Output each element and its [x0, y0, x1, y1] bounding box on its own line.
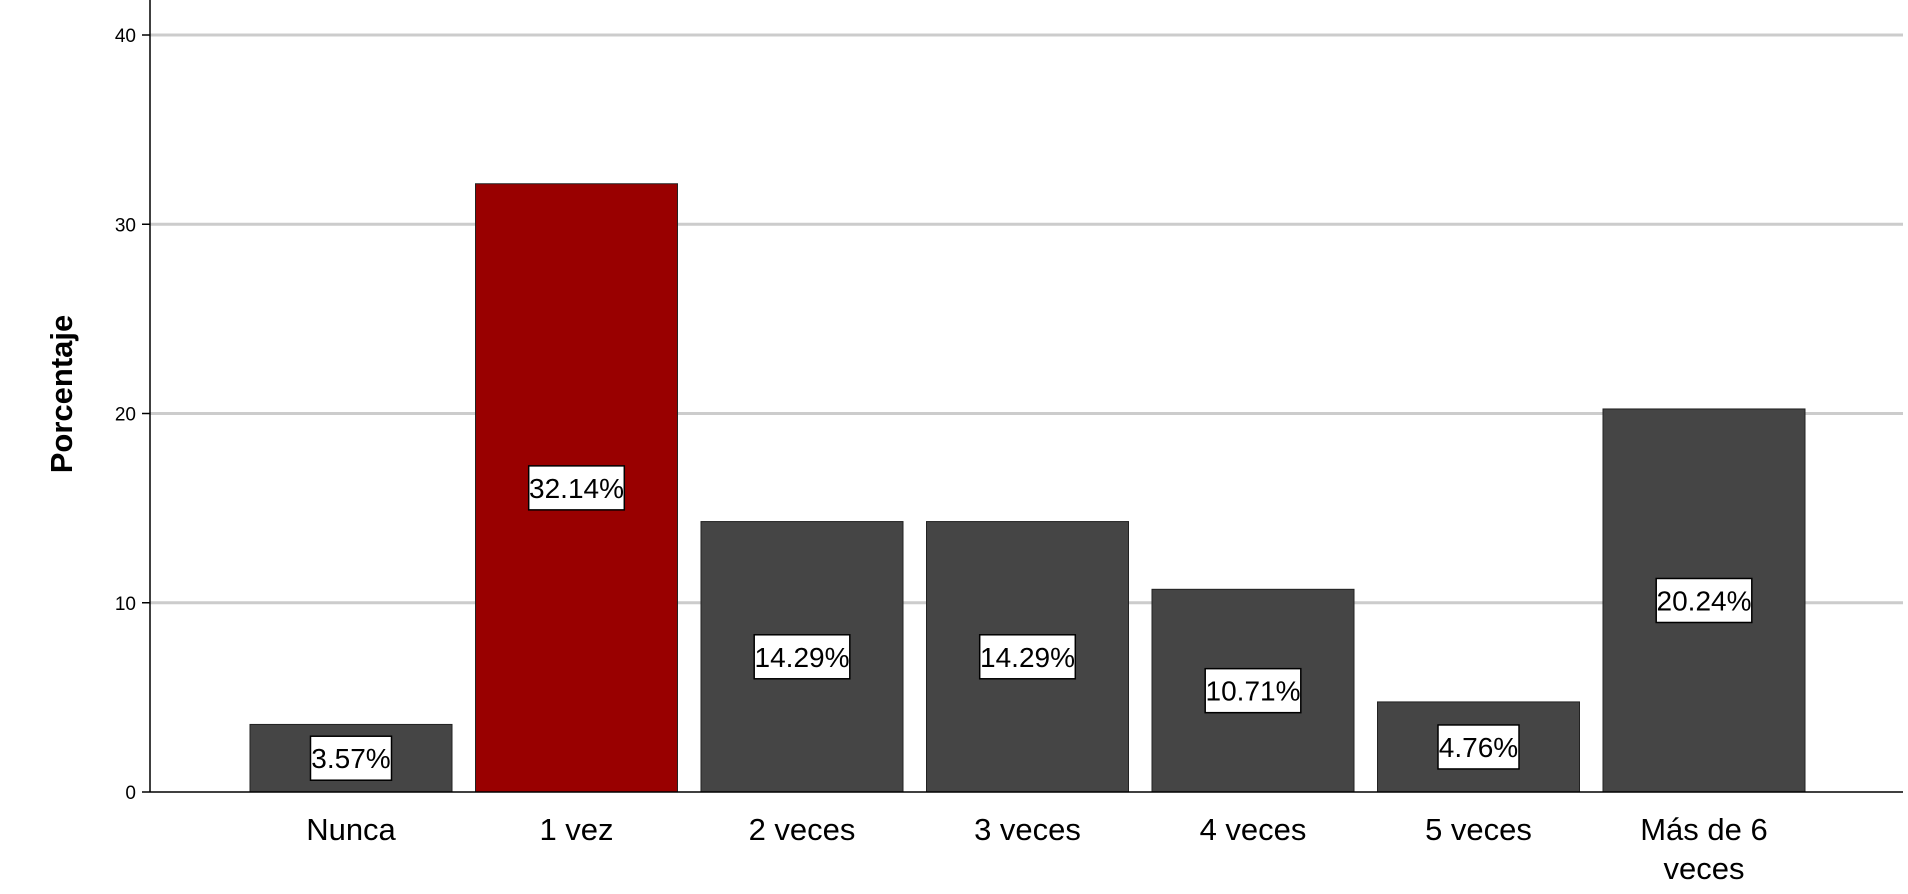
data-label-text: 14.29% [755, 642, 850, 673]
data-label-text: 14.29% [980, 642, 1075, 673]
data-label-text: 4.76% [1439, 732, 1518, 763]
data-label: 32.14% [527, 465, 626, 511]
data-label-box [1655, 577, 1753, 624]
y-tick-label: 0 [125, 783, 136, 804]
x-tick-label: Nunca [306, 812, 396, 847]
data-label: 3.57% [309, 735, 393, 781]
data-labels: 3.57% 32.14% 14.29% 14.29% 10.71% 4.76% 20.24% [309, 465, 1753, 781]
x-tick-label: 4 veces [1200, 812, 1307, 847]
data-label-text: 10.71% [1206, 676, 1301, 707]
x-tick-label: Más de 6 veces [1640, 812, 1768, 886]
y-tick-label: 20 [115, 405, 136, 426]
bars [249, 183, 1806, 793]
data-label-box [527, 465, 626, 511]
x-tick-label: 3 veces [974, 812, 1081, 847]
data-label-box [309, 735, 393, 781]
data-label-box [1204, 667, 1302, 714]
data-label-text: 3.57% [311, 743, 390, 774]
x-tick-label: 5 veces [1425, 812, 1532, 847]
data-label-box [1437, 724, 1520, 770]
x-tick-label: 1 vez [539, 812, 613, 847]
data-label: 14.29% [978, 634, 1077, 680]
y-tick-label: 10 [115, 594, 136, 615]
data-label: 10.71% [1204, 667, 1302, 714]
data-label-text: 32.14% [529, 473, 624, 504]
y-axis-title: Porcentaje [44, 315, 79, 474]
y-tick-label: 40 [115, 26, 136, 47]
x-tick-label: 2 veces [749, 812, 856, 847]
data-label: 14.29% [753, 634, 851, 680]
data-label-box [753, 634, 851, 680]
y-tick-label: 30 [115, 215, 136, 236]
data-label: 4.76% [1437, 724, 1520, 770]
axes: 0 10 20 30 40 Nunca 1 vez 2 veces 3 veces 4 veces… [115, 0, 1903, 886]
data-label-box [978, 634, 1077, 680]
data-label-text: 20.24% [1657, 585, 1752, 616]
data-label: 20.24% [1655, 577, 1753, 624]
